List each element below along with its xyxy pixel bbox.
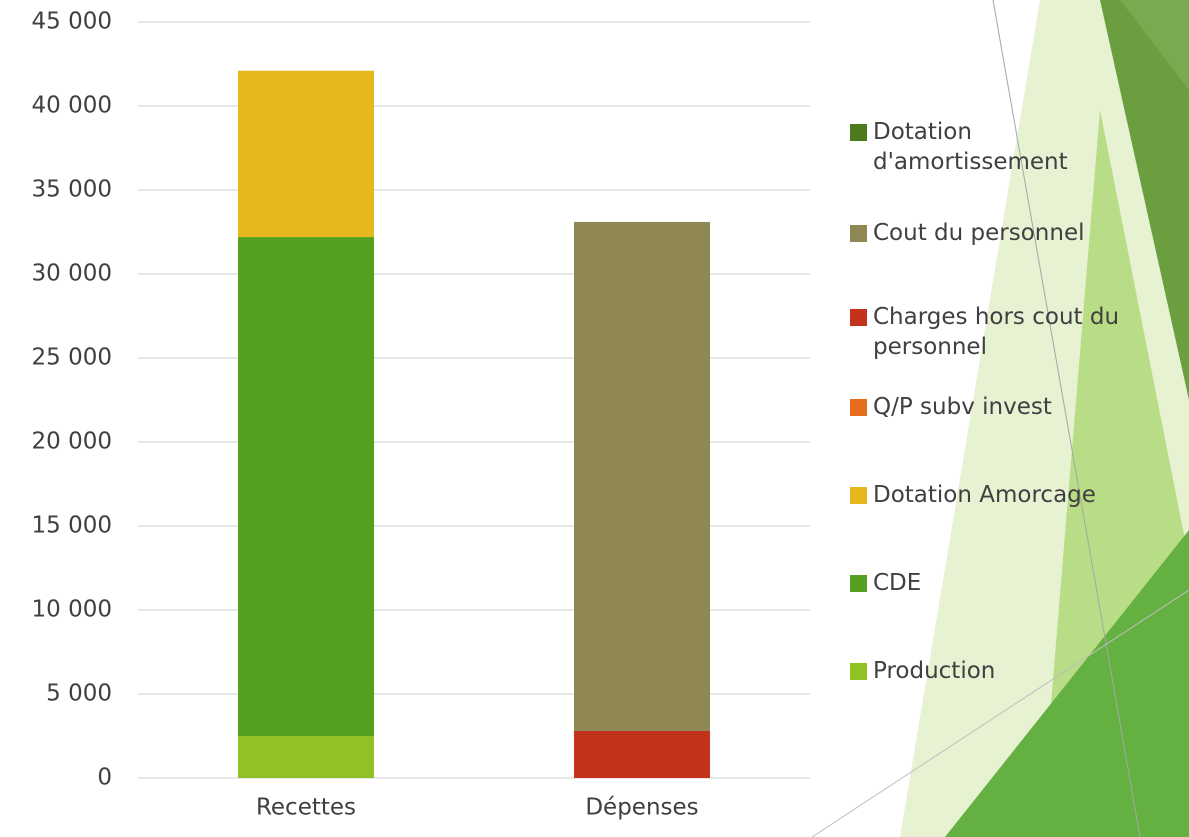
legend-label: Charges hors cout du personnel	[873, 304, 1120, 360]
legend-swatch	[850, 225, 867, 242]
plot: 0 5 000 10 000 15 000 20 000 25 000 30 000 35 0…	[32, 9, 810, 821]
legend-label: Production	[873, 658, 996, 684]
legend-item: Production	[850, 656, 1185, 686]
legend-label: Q/P subv invest	[873, 394, 1052, 420]
legend-item: Dotation Amorcage	[850, 480, 1185, 510]
legend-label: CDE	[873, 570, 922, 596]
legend-item: Q/P subv invest	[850, 392, 1185, 422]
y-tick-label: 5 000	[46, 681, 112, 707]
decor-line	[992, 0, 1141, 837]
legend-label: Dotation Amorcage	[873, 482, 1096, 508]
y-tick-label: 25 000	[32, 345, 112, 371]
legend-swatch	[850, 487, 867, 504]
y-tick-label: 35 000	[32, 177, 112, 203]
y-tick-label: 0	[97, 765, 112, 791]
legend-item: Charges hors cout du personnel	[850, 302, 1185, 362]
y-tick-label: 45 000	[32, 9, 112, 35]
legend-item: Dotation d'amortissement	[850, 117, 1185, 177]
decor-shape	[1100, 0, 1189, 400]
bar-segment	[238, 70, 374, 238]
legend-label: Cout du personnel	[873, 220, 1085, 246]
x-tick-label: Dépenses	[585, 795, 698, 821]
legend-label: Dotation d'amortissement	[873, 119, 1068, 175]
bar-segment	[238, 736, 374, 778]
legend-item: Cout du personnel	[850, 218, 1185, 248]
y-tick-label: 40 000	[32, 93, 112, 119]
decor-line	[811, 589, 1189, 837]
legend-swatch	[850, 575, 867, 592]
background-decor	[811, 0, 1189, 837]
y-tick-label: 30 000	[32, 261, 112, 287]
x-tick-label: Recettes	[256, 795, 356, 821]
legend-swatch	[850, 399, 867, 416]
y-tick-label: 20 000	[32, 429, 112, 455]
bar-segment	[574, 730, 710, 778]
decor-shape	[945, 530, 1189, 837]
bar-segment	[574, 221, 710, 731]
y-tick-label: 15 000	[32, 513, 112, 539]
decor-shape	[1120, 0, 1189, 90]
legend-item: CDE	[850, 568, 1185, 598]
legend-swatch	[850, 124, 867, 141]
y-tick-label: 10 000	[32, 597, 112, 623]
legend-swatch	[850, 663, 867, 680]
legend-swatch	[850, 309, 867, 326]
bar-segment	[238, 237, 374, 737]
